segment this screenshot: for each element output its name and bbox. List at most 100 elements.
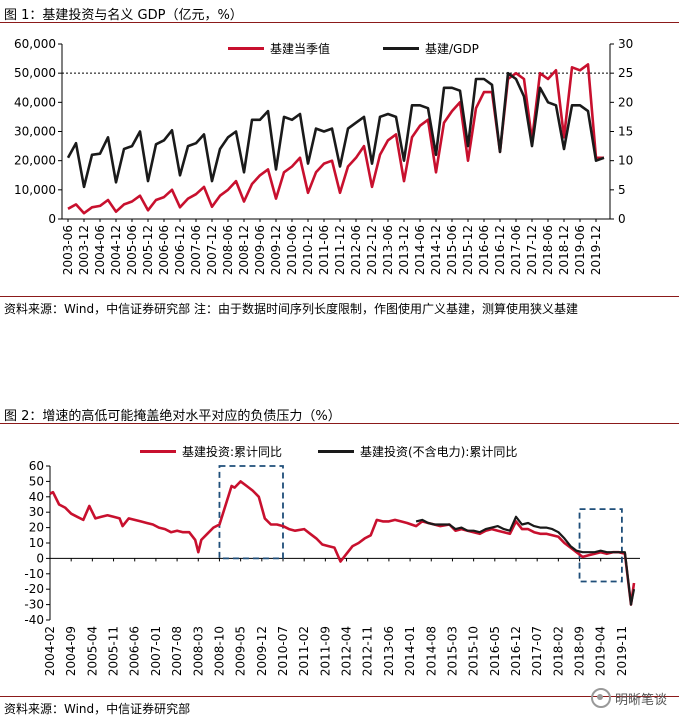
right-tick-label: 20 [618, 95, 633, 109]
series-line-infra-ex-power-cumulative-yoy [415, 515, 636, 606]
left-tick-label: 50,000 [14, 66, 56, 80]
x-tick-label: 2017-07 [530, 626, 544, 676]
y-tick-label: 10 [29, 536, 44, 550]
y-tick-label: -20 [24, 582, 44, 596]
legend-swatch-red [228, 47, 264, 50]
x-tick-label: 2013-12 [397, 225, 411, 275]
x-tick-label: 2011-09 [318, 626, 332, 676]
highlight-box-1 [218, 465, 284, 560]
legend-label: 基建投资:累计同比 [182, 445, 283, 459]
x-tick-label: 2008-06 [221, 225, 235, 275]
left-tick-label: 20,000 [14, 154, 56, 168]
x-tick-label: 2009-12 [269, 225, 283, 275]
x-tick-label: 2019-06 [573, 225, 587, 275]
x-tick-label: 2004-12 [109, 225, 123, 275]
watermark-text: 明晰笔谈 [614, 692, 667, 708]
chart1: 0 10,000 20,000 30,000 40,000 50,000 60,000 0 5 1… [14, 37, 633, 275]
figure2-source: 资料来源：Wind，中信证券研究部 [4, 702, 191, 716]
legend-swatch-black [383, 47, 419, 50]
left-tick-label: 40,000 [14, 95, 56, 109]
x-tick-label: 2007-08 [170, 626, 184, 676]
right-tick-label: 5 [618, 183, 626, 197]
x-tick-label: 2012-12 [365, 225, 379, 275]
y-tick-label: 50 [29, 474, 44, 488]
series-line-infra-quarterly [67, 63, 604, 215]
legend-label: 基建投资(不含电力):累计同比 [360, 445, 518, 459]
x-tick-label: 2010-07 [276, 626, 290, 676]
y-tick-label: 20 [29, 521, 44, 535]
x-tick-label: 2009-06 [253, 225, 267, 275]
x-tick-label: 2012-06 [349, 225, 363, 275]
wechat-icon [590, 688, 611, 708]
x-tick-label: 2007-01 [149, 626, 163, 676]
x-tick-label: 2003-12 [77, 225, 91, 275]
x-tick-label: 2018-09 [573, 626, 587, 676]
right-tick-label: 25 [618, 66, 633, 80]
x-tick-label: 2017-06 [509, 225, 523, 275]
x-tick-label: 2005-04 [85, 626, 99, 676]
figure2-legend-black: 基建投资(不含电力):累计同比 [318, 443, 517, 460]
watermark: 明晰笔谈 [590, 688, 667, 708]
x-tick-label: 2005-11 [107, 626, 121, 676]
x-tick-label: 2015-12 [461, 225, 475, 275]
x-tick-label: 2017-12 [525, 225, 539, 275]
y-tick-label: -10 [24, 567, 44, 581]
x-tick-label: 2015-03 [445, 626, 459, 676]
left-tick-label: 0 [48, 212, 56, 226]
x-tick-label: 2004-09 [64, 626, 78, 676]
x-tick-label: 2007-06 [189, 225, 203, 275]
x-tick-label: 2014-01 [403, 626, 417, 676]
x-tick-label: 2019-04 [594, 626, 608, 676]
x-tick-label: 2005-12 [141, 225, 155, 275]
legend-label: 基建当季值 [270, 42, 331, 56]
x-tick-label: 2015-06 [445, 225, 459, 275]
figure2-source-rule [0, 696, 679, 697]
x-tick-label: 2005-06 [125, 225, 139, 275]
x-tick-label: 2008-12 [237, 225, 251, 275]
x-tick-label: 2009-12 [255, 626, 269, 676]
series-line-infra-cumulative-yoy [49, 480, 636, 606]
x-tick-label: 2014-08 [424, 626, 438, 676]
figure1-legend-red: 基建当季值 [228, 40, 330, 57]
legend-label: 基建/GDP [425, 42, 479, 56]
x-tick-label: 2016-06 [477, 225, 491, 275]
x-tick-label: 2012-11 [361, 626, 375, 676]
x-tick-label: 2006-12 [173, 225, 187, 275]
figure1-legend-black: 基建/GDP [383, 40, 479, 57]
y-tick-label: 40 [29, 490, 44, 504]
x-tick-label: 2011-06 [317, 225, 331, 275]
figure2-title: 图 2：增速的高低可能掩盖绝对水平对应的负债压力（%） [4, 409, 341, 424]
x-tick-label: 2007-12 [205, 225, 219, 275]
left-tick-label: 60,000 [14, 37, 56, 51]
x-tick-label: 2011-12 [333, 225, 347, 275]
x-tick-label: 2009-05 [234, 626, 248, 676]
x-tick-label: 2018-06 [541, 225, 555, 275]
x-tick-label: 2014-06 [413, 225, 427, 275]
x-tick-label: 2006-06 [128, 626, 142, 676]
x-tick-label: 2015-10 [467, 626, 481, 676]
right-tick-label: 10 [618, 154, 633, 168]
x-tick-label: 2010-12 [301, 225, 315, 275]
y-tick-label: 60 [29, 459, 44, 473]
legend-swatch-red [140, 450, 176, 453]
legend-swatch-black [318, 450, 354, 453]
series-line-infra-gdp-ratio [66, 71, 605, 189]
x-tick-label: 2014-12 [429, 225, 443, 275]
x-tick-label: 2016-12 [509, 626, 523, 676]
x-tick-label: 2018-02 [551, 626, 565, 676]
x-tick-label: 2004-06 [93, 225, 107, 275]
figure1-source-rule [0, 296, 679, 297]
left-tick-label: 30,000 [14, 125, 56, 139]
x-tick-label: 2019-11 [615, 626, 629, 676]
x-tick-label: 2008-10 [212, 626, 226, 676]
x-tick-label: 2011-02 [297, 626, 311, 676]
x-tick-label: 2013-06 [382, 626, 396, 676]
x-tick-label: 2013-06 [381, 225, 395, 275]
y-tick-label: 30 [29, 505, 44, 519]
x-tick-label: 2018-12 [557, 225, 571, 275]
right-tick-label: 15 [618, 125, 633, 139]
x-tick-label: 2003-06 [61, 225, 75, 275]
right-tick-label: 30 [618, 37, 633, 51]
y-tick-label: -30 [24, 598, 44, 612]
